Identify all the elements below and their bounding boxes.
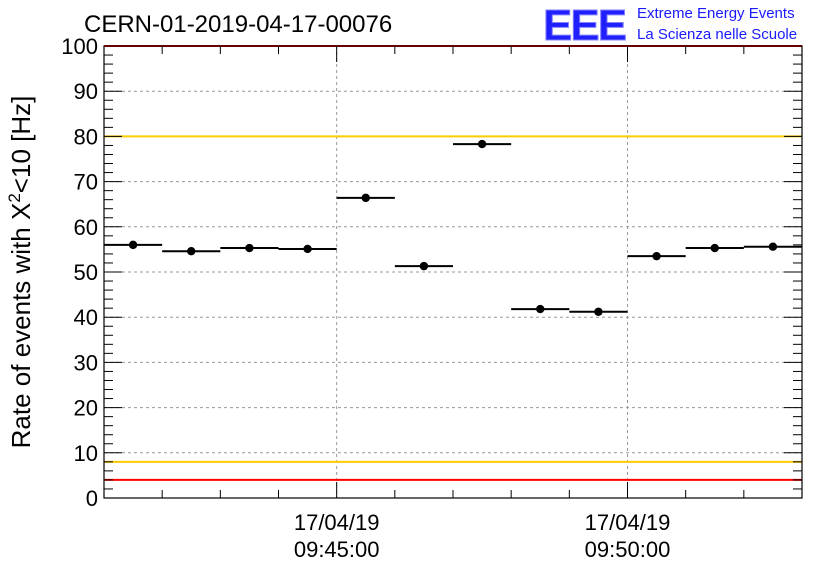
- data-point: [768, 242, 778, 251]
- data-point: [245, 243, 254, 253]
- x-tick-label-date: 17/04/19: [294, 510, 380, 535]
- y-axis-title: Rate of events with X2<10 [Hz]: [5, 96, 36, 449]
- data-point: [536, 304, 545, 314]
- x-tick-label-time: 09:50:00: [585, 537, 671, 562]
- axis-ticks: 010203040506070809010017/04/1909:45:0017…: [61, 34, 803, 562]
- y-tick-label: 10: [74, 441, 98, 466]
- y-axis-title-main: Rate of events with X: [6, 203, 36, 449]
- data-point: [652, 251, 661, 261]
- data-points: [104, 139, 802, 316]
- chart-title: CERN-01-2019-04-17-00076: [84, 11, 392, 38]
- data-point: [303, 244, 312, 254]
- y-tick-label: 0: [86, 486, 98, 511]
- y-tick-label: 60: [74, 215, 98, 240]
- y-tick-label: 90: [74, 79, 98, 104]
- reference-lines: [104, 45, 802, 481]
- y-tick-label: 20: [74, 396, 98, 421]
- data-point: [361, 193, 370, 203]
- x-tick-label-time: 09:45:00: [294, 537, 380, 562]
- y-tick-label: 30: [74, 350, 98, 375]
- data-point: [419, 261, 429, 271]
- y-axis-title-tail: <10 [Hz]: [6, 96, 36, 194]
- logo-mark: EEE: [543, 1, 626, 50]
- y-tick-label: 70: [74, 170, 98, 195]
- logo-line-1: Extreme Energy Events: [637, 5, 795, 22]
- y-tick-label: 80: [74, 124, 98, 149]
- y-tick-label: 50: [74, 260, 98, 285]
- y-tick-label: 100: [61, 34, 98, 59]
- logo: EEE Extreme Energy Events La Scienza nel…: [543, 1, 798, 51]
- grid: [104, 46, 802, 498]
- data-point: [187, 247, 196, 256]
- y-axis-title-sup: 2: [5, 193, 24, 202]
- data-point: [128, 240, 138, 250]
- x-tick-label-date: 17/04/19: [585, 510, 671, 535]
- logo-line-2: La Scienza nelle Scuole: [637, 26, 797, 43]
- data-point: [477, 139, 487, 149]
- data-point: [594, 307, 603, 316]
- y-tick-label: 40: [74, 305, 98, 330]
- data-point: [710, 243, 719, 253]
